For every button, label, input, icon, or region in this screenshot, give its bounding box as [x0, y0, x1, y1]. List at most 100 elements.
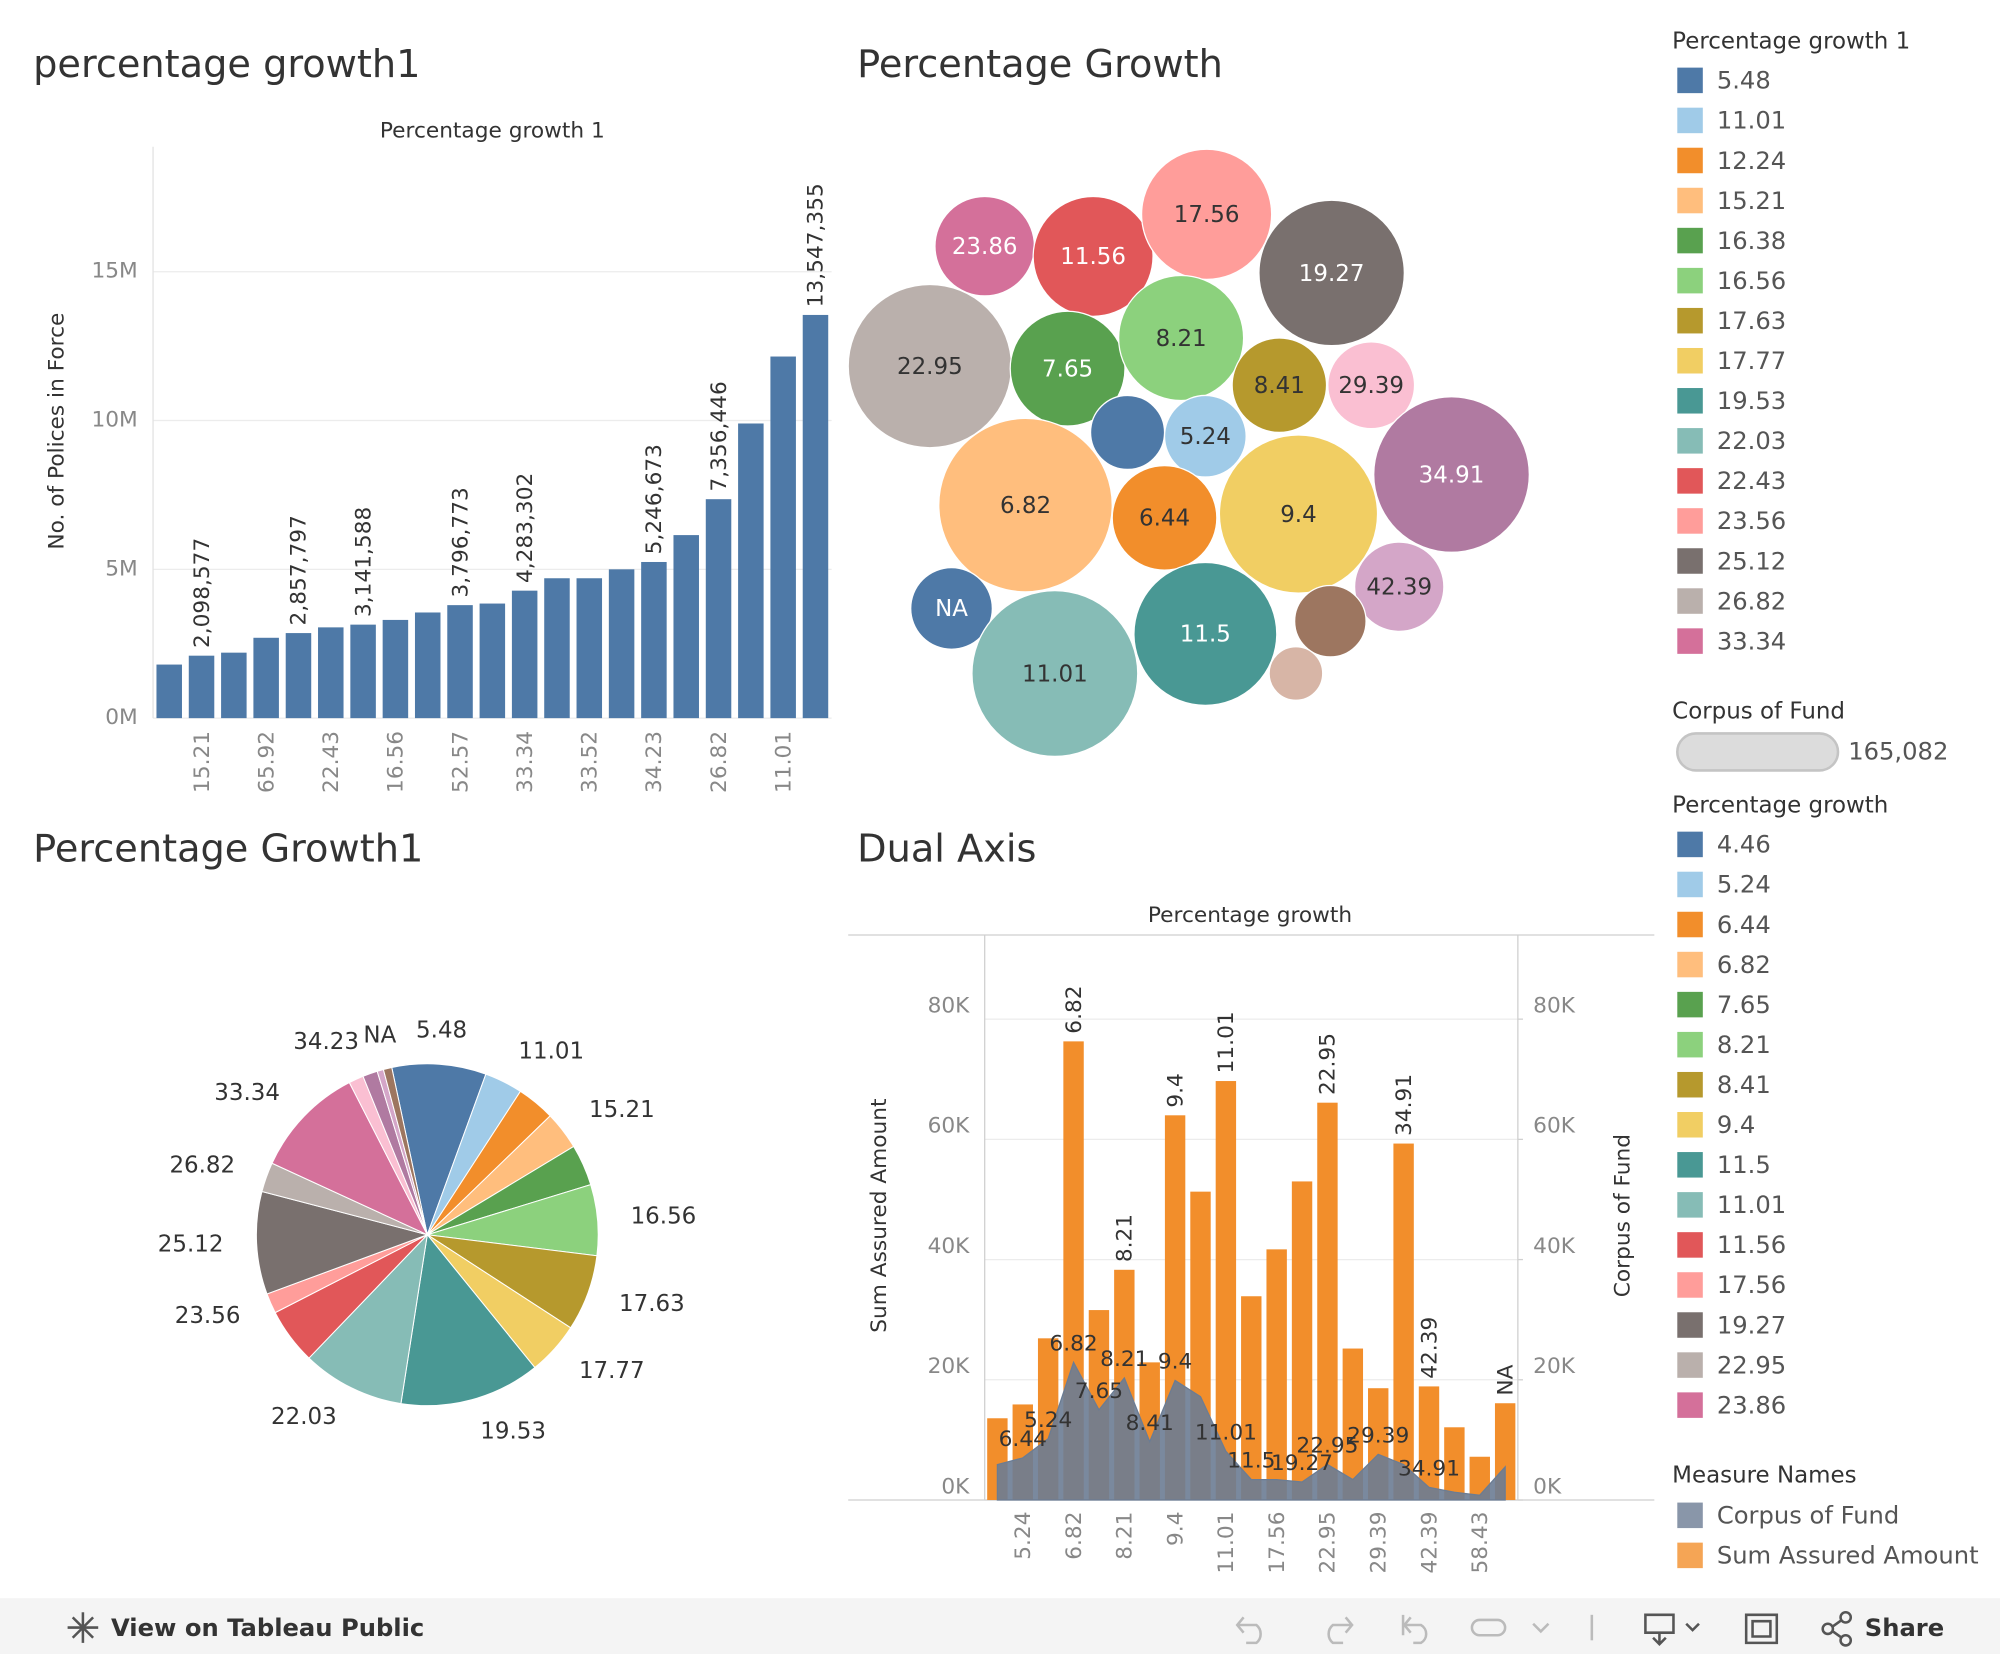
legend-swatch [1677, 1312, 1703, 1338]
share-icon-dot[interactable] [1821, 1622, 1835, 1636]
bar [156, 664, 182, 719]
legend-label: 11.01 [1717, 107, 1786, 135]
bar [1444, 1427, 1465, 1501]
bar [1317, 1102, 1338, 1501]
pie-slice [382, 1066, 428, 1235]
y-tick-label: 15M [91, 259, 137, 284]
y-axis-label: Sum Assured Amount [867, 1098, 892, 1332]
size-legend-mark [1676, 732, 1840, 772]
bar [1215, 1081, 1237, 1501]
revert-icon[interactable] [1401, 1614, 1428, 1645]
legend-label: 5.24 [1717, 871, 1771, 899]
x-tick-label: 22.43 [319, 731, 344, 793]
bar-label: 9.4 [1163, 1073, 1188, 1107]
area-label: 7.65 [1075, 1379, 1123, 1404]
bar [1342, 1348, 1364, 1501]
bubble-label: 7.65 [1042, 356, 1093, 382]
legend-swatch [1677, 951, 1703, 978]
bar [414, 612, 441, 719]
legend-swatch [1677, 1502, 1703, 1529]
x-tick-label: 9.4 [1163, 1512, 1188, 1546]
bubble [1353, 541, 1445, 633]
dropdown-icon[interactable] [1685, 1622, 1700, 1632]
x-tick-label: 42.39 [1417, 1512, 1442, 1574]
view-link[interactable]: View on Tableau Public [111, 1614, 424, 1642]
x-tick-label: 29.39 [1366, 1512, 1391, 1574]
legend-swatch [1677, 227, 1703, 254]
bar [1241, 1296, 1262, 1501]
refresh-icon[interactable] [1470, 1618, 1507, 1637]
legend-label: 4.46 [1717, 831, 1771, 859]
y2-tick-label: 60K [1533, 1114, 1576, 1139]
area-label: 9.4 [1158, 1350, 1192, 1375]
y-tick-label: 5M [105, 556, 138, 581]
bubble-label: 22.95 [897, 354, 963, 380]
area-label: 8.21 [1100, 1347, 1148, 1372]
area-label: 8.41 [1126, 1411, 1174, 1436]
bubble-label: 17.56 [1174, 202, 1240, 228]
download-icon[interactable] [1644, 1613, 1675, 1646]
pie-slice [391, 1063, 487, 1237]
legend-swatch [1677, 107, 1703, 134]
legend-swatch [1677, 1392, 1703, 1418]
legend-label: Corpus of Fund [1717, 1502, 1899, 1530]
x-tick-label: 16.56 [384, 731, 409, 793]
bar [1393, 1143, 1414, 1501]
legend-label: 6.82 [1717, 951, 1771, 979]
x-tick-label: 6.82 [1062, 1512, 1087, 1560]
x-tick-label: 26.82 [707, 731, 732, 793]
chart-title: Dual Axis [857, 826, 1036, 871]
pie-label: 22.03 [271, 1404, 337, 1430]
bubble [1009, 310, 1126, 427]
bubble-label: 8.21 [1156, 326, 1207, 352]
legend-label: 23.86 [1717, 1391, 1786, 1419]
share-icon-line [1832, 1618, 1843, 1639]
legend-label: 25.12 [1717, 547, 1786, 575]
bar [802, 314, 829, 719]
share-icon-dot[interactable] [1839, 1633, 1853, 1647]
legend-swatch [1677, 388, 1703, 414]
bubble-label: 9.4 [1280, 502, 1316, 528]
bar-label: 8.21 [1113, 1214, 1138, 1262]
legend-label: 7.65 [1717, 991, 1771, 1019]
bubble [1268, 646, 1324, 701]
bar [382, 619, 409, 719]
legend-swatch [1677, 1192, 1703, 1218]
bar [641, 561, 667, 719]
bubble-label: 5.24 [1180, 424, 1231, 450]
share-icon-dot[interactable] [1839, 1610, 1853, 1624]
undo-redo-icons [1235, 1614, 1594, 1645]
bubble-label: 6.44 [1139, 506, 1190, 532]
fullscreen-icon[interactable] [1744, 1613, 1779, 1645]
bar [221, 652, 247, 719]
legend-swatch [1677, 1031, 1703, 1058]
pie-label: 17.63 [619, 1291, 685, 1317]
legend-label: 22.95 [1717, 1351, 1786, 1379]
legend-swatch [1677, 147, 1703, 174]
legend-swatch [1677, 548, 1703, 574]
tableau-icon[interactable] [67, 1612, 99, 1643]
legend-label: Sum Assured Amount [1717, 1542, 1979, 1570]
redo-icon[interactable] [1327, 1616, 1354, 1645]
value-label: 3,141,588 [351, 507, 376, 617]
dropdown-icon[interactable] [1532, 1622, 1550, 1634]
bubble [910, 566, 993, 650]
bar [608, 569, 635, 719]
y-axis-label: No. of Polices in Force [44, 313, 69, 550]
legend-label: 17.56 [1717, 1271, 1786, 1299]
legend-swatch [1677, 871, 1703, 898]
bar [738, 423, 764, 719]
undo-icon[interactable] [1235, 1616, 1262, 1645]
legend-title: Percentage growth 1 [1672, 29, 1910, 55]
bubble-label: 11.01 [1022, 661, 1088, 687]
x-tick-label: 22.95 [1316, 1512, 1341, 1574]
legend-swatch [1677, 1152, 1703, 1178]
legend-swatch [1677, 428, 1703, 454]
pie-slice [308, 1233, 429, 1405]
x-tick-label: 5.24 [1011, 1512, 1036, 1560]
bubble-label: 11.5 [1180, 622, 1231, 648]
share-button[interactable]: Share [1865, 1614, 1944, 1642]
x-tick-label: 58.43 [1468, 1512, 1493, 1574]
